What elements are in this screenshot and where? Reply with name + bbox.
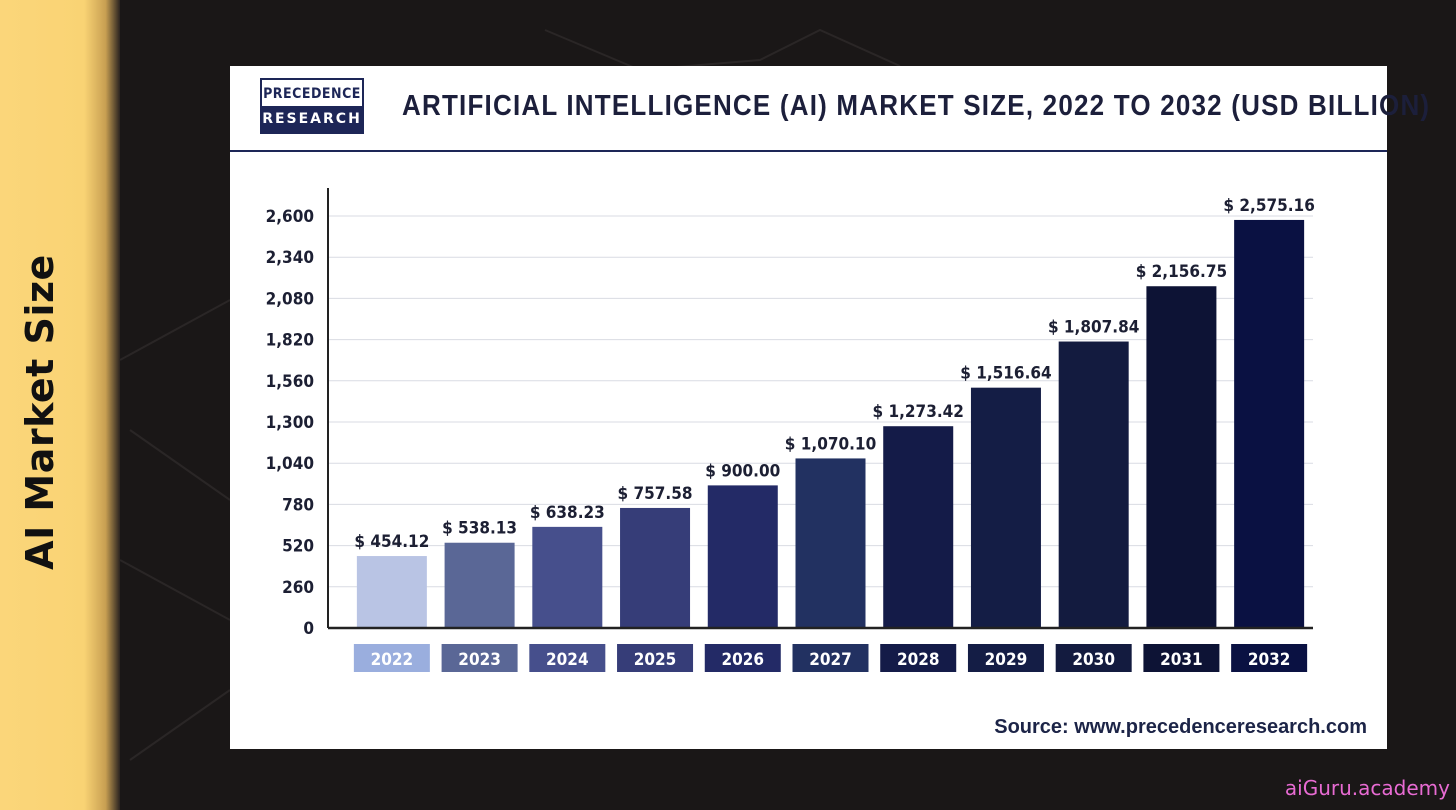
x-label-box-2028 <box>880 644 957 672</box>
x-tick-label-2030: 2030 <box>1072 650 1115 670</box>
bar-2022 <box>356 556 427 628</box>
value-label-2031: $ 2,156.75 <box>1136 262 1227 282</box>
y-tick-label: 2,340 <box>266 248 314 268</box>
x-label-box-2030 <box>1055 644 1132 672</box>
side-band <box>0 0 120 810</box>
value-label-2030: $ 1,807.84 <box>1048 318 1139 338</box>
precedence-research-logo: PRECEDENCE RESEARCH <box>260 78 364 134</box>
bar-2027 <box>795 458 866 628</box>
y-tick-label: 520 <box>282 537 314 557</box>
x-tick-label-2022: 2022 <box>371 650 414 670</box>
value-label-2032: $ 2,575.16 <box>1223 196 1314 216</box>
bar-2025 <box>620 507 691 628</box>
x-tick-label-2027: 2027 <box>809 650 852 670</box>
x-tick-label-2031: 2031 <box>1160 650 1203 670</box>
logo-line-2: RESEARCH <box>262 106 362 132</box>
value-label-2028: $ 1,273.42 <box>873 402 964 422</box>
y-tick-label: 2,600 <box>266 207 314 227</box>
bar-2032 <box>1234 219 1305 628</box>
x-tick-label-2026: 2026 <box>721 650 764 670</box>
x-tick-label-2025: 2025 <box>634 650 677 670</box>
bar-2028 <box>883 426 954 628</box>
bar-2024 <box>532 526 603 628</box>
bar-2030 <box>1058 341 1129 628</box>
x-tick-label-2029: 2029 <box>985 650 1028 670</box>
x-label-box-2031 <box>1143 644 1220 672</box>
value-label-2022: $ 454.12 <box>354 532 429 552</box>
y-tick-label: 0 <box>303 619 314 639</box>
value-label-2024: $ 638.23 <box>530 503 605 523</box>
y-tick-label: 2,080 <box>266 289 314 309</box>
source-note: Source: www.precedenceresearch.com <box>994 716 1367 738</box>
x-tick-label-2024: 2024 <box>546 650 589 670</box>
value-label-2027: $ 1,070.10 <box>785 434 876 454</box>
y-tick-label: 780 <box>282 495 314 515</box>
logo-line-1: PRECEDENCE <box>263 86 361 102</box>
value-label-2023: $ 538.13 <box>442 519 517 539</box>
x-label-box-2027 <box>792 644 869 672</box>
y-tick-label: 1,040 <box>266 454 314 474</box>
value-label-2025: $ 757.58 <box>618 484 693 504</box>
y-tick-label: 260 <box>282 578 314 598</box>
x-label-box-2023 <box>441 644 518 672</box>
y-tick-label: 1,560 <box>266 372 314 392</box>
x-tick-label-2028: 2028 <box>897 650 940 670</box>
x-tick-label-2023: 2023 <box>458 650 501 670</box>
x-label-box-2024 <box>529 644 606 672</box>
bar-2026 <box>707 485 778 628</box>
bar-2029 <box>970 387 1041 628</box>
y-tick-label: 1,300 <box>266 413 314 433</box>
bar-2031 <box>1146 286 1217 628</box>
x-label-box-2022 <box>353 644 430 672</box>
bar-2023 <box>444 542 515 628</box>
x-label-box-2026 <box>704 644 781 672</box>
x-label-box-2032 <box>1231 644 1308 672</box>
x-tick-label-2032: 2032 <box>1248 650 1291 670</box>
y-tick-label: 1,820 <box>266 331 314 351</box>
chart-title: ARTIFICIAL INTELLIGENCE (AI) MARKET SIZE… <box>402 88 1431 122</box>
bar-chart: 0 260 520 780 1,040 1,300 1,560 1,820 2,080 2,340… <box>266 188 1315 672</box>
chart-card: PRECEDENCE RESEARCH ARTIFICIAL INTELLIGE… <box>230 66 1429 749</box>
x-label-box-2025 <box>617 644 694 672</box>
value-label-2029: $ 1,516.64 <box>960 364 1051 384</box>
watermark: aiGuru.academy <box>1284 776 1450 800</box>
x-label-box-2029 <box>967 644 1044 672</box>
title-divider <box>230 150 1387 152</box>
value-label-2026: $ 900.00 <box>705 461 780 481</box>
